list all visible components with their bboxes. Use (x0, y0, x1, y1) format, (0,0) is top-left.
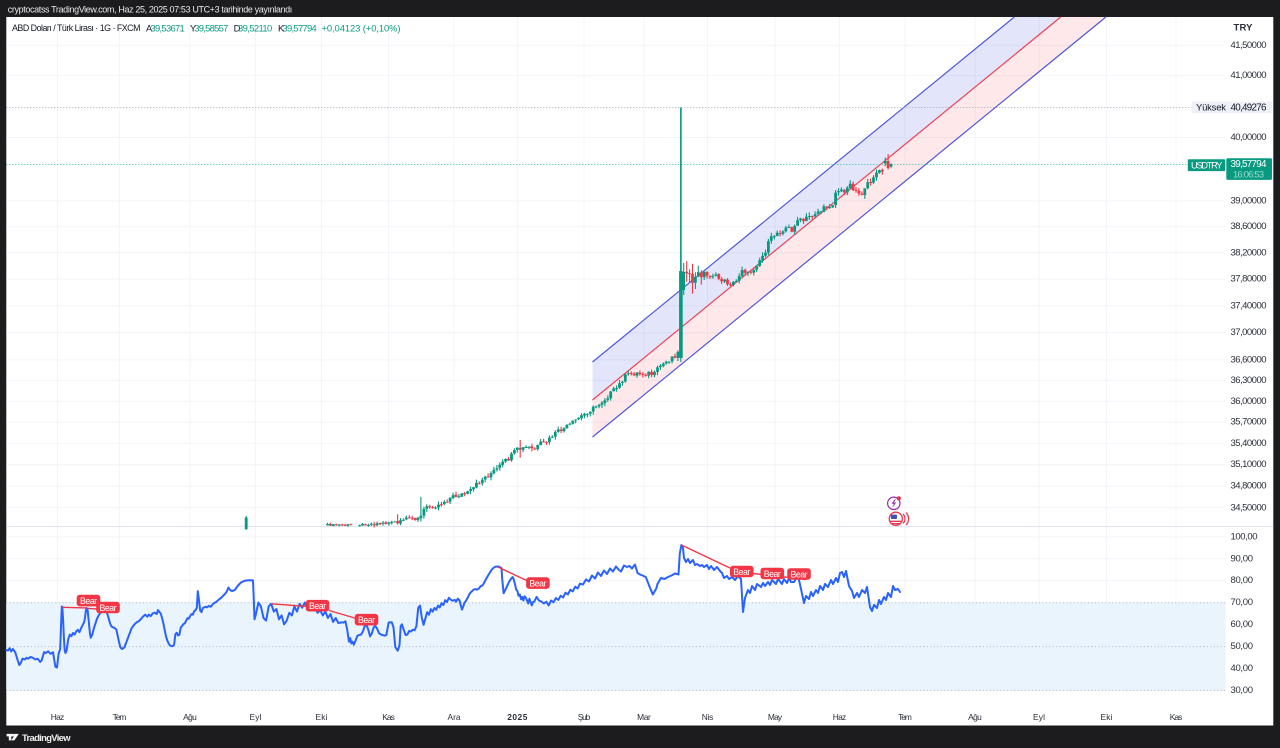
svg-text:39,57794: 39,57794 (283, 22, 317, 33)
svg-text:35,70000: 35,70000 (1231, 417, 1267, 428)
svg-text:39,58557: 39,58557 (194, 22, 228, 33)
svg-text:Bear: Bear (791, 570, 808, 580)
svg-text:100,00: 100,00 (1231, 531, 1258, 542)
svg-text:41,00000: 41,00000 (1231, 70, 1267, 81)
svg-text:37,00000: 37,00000 (1231, 327, 1267, 338)
svg-text:36,30000: 36,30000 (1231, 375, 1267, 386)
svg-text:39,52110: 39,52110 (238, 22, 272, 33)
svg-text:Şub: Şub (578, 712, 591, 722)
svg-text:40,49276: 40,49276 (1231, 102, 1268, 113)
svg-text:39,57794: 39,57794 (1231, 159, 1268, 170)
svg-text:38,60000: 38,60000 (1231, 221, 1267, 232)
svg-text:39,53671: 39,53671 (151, 22, 185, 33)
svg-text:Yüksek: Yüksek (1196, 102, 1226, 113)
svg-text:May: May (768, 712, 783, 722)
svg-text:Eyl: Eyl (250, 712, 262, 722)
svg-text:Mar: Mar (637, 712, 651, 722)
svg-text:Bear: Bear (309, 601, 326, 611)
svg-text:Ağu: Ağu (183, 712, 197, 722)
svg-text:2025: 2025 (507, 712, 528, 722)
svg-text:USDTRY: USDTRY (1191, 160, 1223, 170)
svg-text:80,00: 80,00 (1231, 575, 1254, 586)
svg-text:50,00: 50,00 (1231, 641, 1254, 652)
svg-text:Eki: Eki (1101, 712, 1113, 722)
svg-text:90,00: 90,00 (1231, 553, 1254, 564)
svg-text:Eyl: Eyl (1033, 712, 1045, 722)
svg-text:40,00: 40,00 (1231, 663, 1254, 674)
svg-text:Y: Y (190, 22, 197, 33)
svg-text:K: K (278, 22, 285, 33)
svg-text:Bear: Bear (529, 579, 546, 589)
svg-text:ABD Doları / Türk Lirası · 1G: ABD Doları / Türk Lirası · 1G · FXCM (12, 23, 141, 33)
svg-text:Bear: Bear (358, 615, 375, 625)
svg-text:34,50000: 34,50000 (1231, 502, 1267, 513)
svg-text:Eki: Eki (316, 712, 328, 722)
svg-text:Kas: Kas (382, 712, 395, 722)
svg-text:30,00: 30,00 (1231, 685, 1254, 696)
svg-text:cryptocatss TradingView.com, H: cryptocatss TradingView.com, Haz 25, 202… (8, 4, 293, 14)
svg-text:38,20000: 38,20000 (1231, 247, 1267, 258)
svg-text:39,00000: 39,00000 (1231, 195, 1267, 206)
svg-text:Bear: Bear (733, 567, 750, 577)
svg-text:36,60000: 36,60000 (1231, 354, 1267, 365)
svg-text:16:06:53: 16:06:53 (1233, 170, 1264, 180)
svg-text:Bear: Bear (100, 603, 117, 613)
svg-text:Nis: Nis (702, 712, 714, 722)
svg-text:Ağu: Ağu (968, 712, 982, 722)
svg-text:36,00000: 36,00000 (1231, 396, 1267, 407)
svg-text:Tem: Tem (898, 712, 912, 722)
svg-text:Ara: Ara (447, 712, 460, 722)
svg-text:40,00000: 40,00000 (1231, 132, 1267, 143)
svg-text:TradingView: TradingView (22, 732, 71, 743)
svg-text:D: D (234, 22, 241, 33)
svg-text:Tem: Tem (113, 712, 127, 722)
svg-text:Haz: Haz (833, 712, 846, 722)
svg-text:35,40000: 35,40000 (1231, 438, 1267, 449)
svg-text:35,10000: 35,10000 (1231, 459, 1267, 470)
svg-text:60,00: 60,00 (1231, 619, 1254, 630)
svg-text:Haz: Haz (51, 712, 64, 722)
svg-text:37,40000: 37,40000 (1231, 300, 1267, 311)
svg-text:37,80000: 37,80000 (1231, 274, 1267, 285)
svg-text:70,00: 70,00 (1231, 597, 1254, 608)
svg-text:+0,04123 (+0,10%): +0,04123 (+0,10%) (322, 22, 401, 33)
svg-text:41,50000: 41,50000 (1231, 40, 1267, 51)
svg-text:Bear: Bear (764, 569, 781, 579)
svg-text:TRY: TRY (1234, 23, 1254, 34)
svg-text:34,80000: 34,80000 (1231, 481, 1267, 492)
svg-text:Bear: Bear (80, 596, 97, 606)
svg-text:Kas: Kas (1170, 712, 1183, 722)
svg-text:A: A (146, 22, 153, 33)
